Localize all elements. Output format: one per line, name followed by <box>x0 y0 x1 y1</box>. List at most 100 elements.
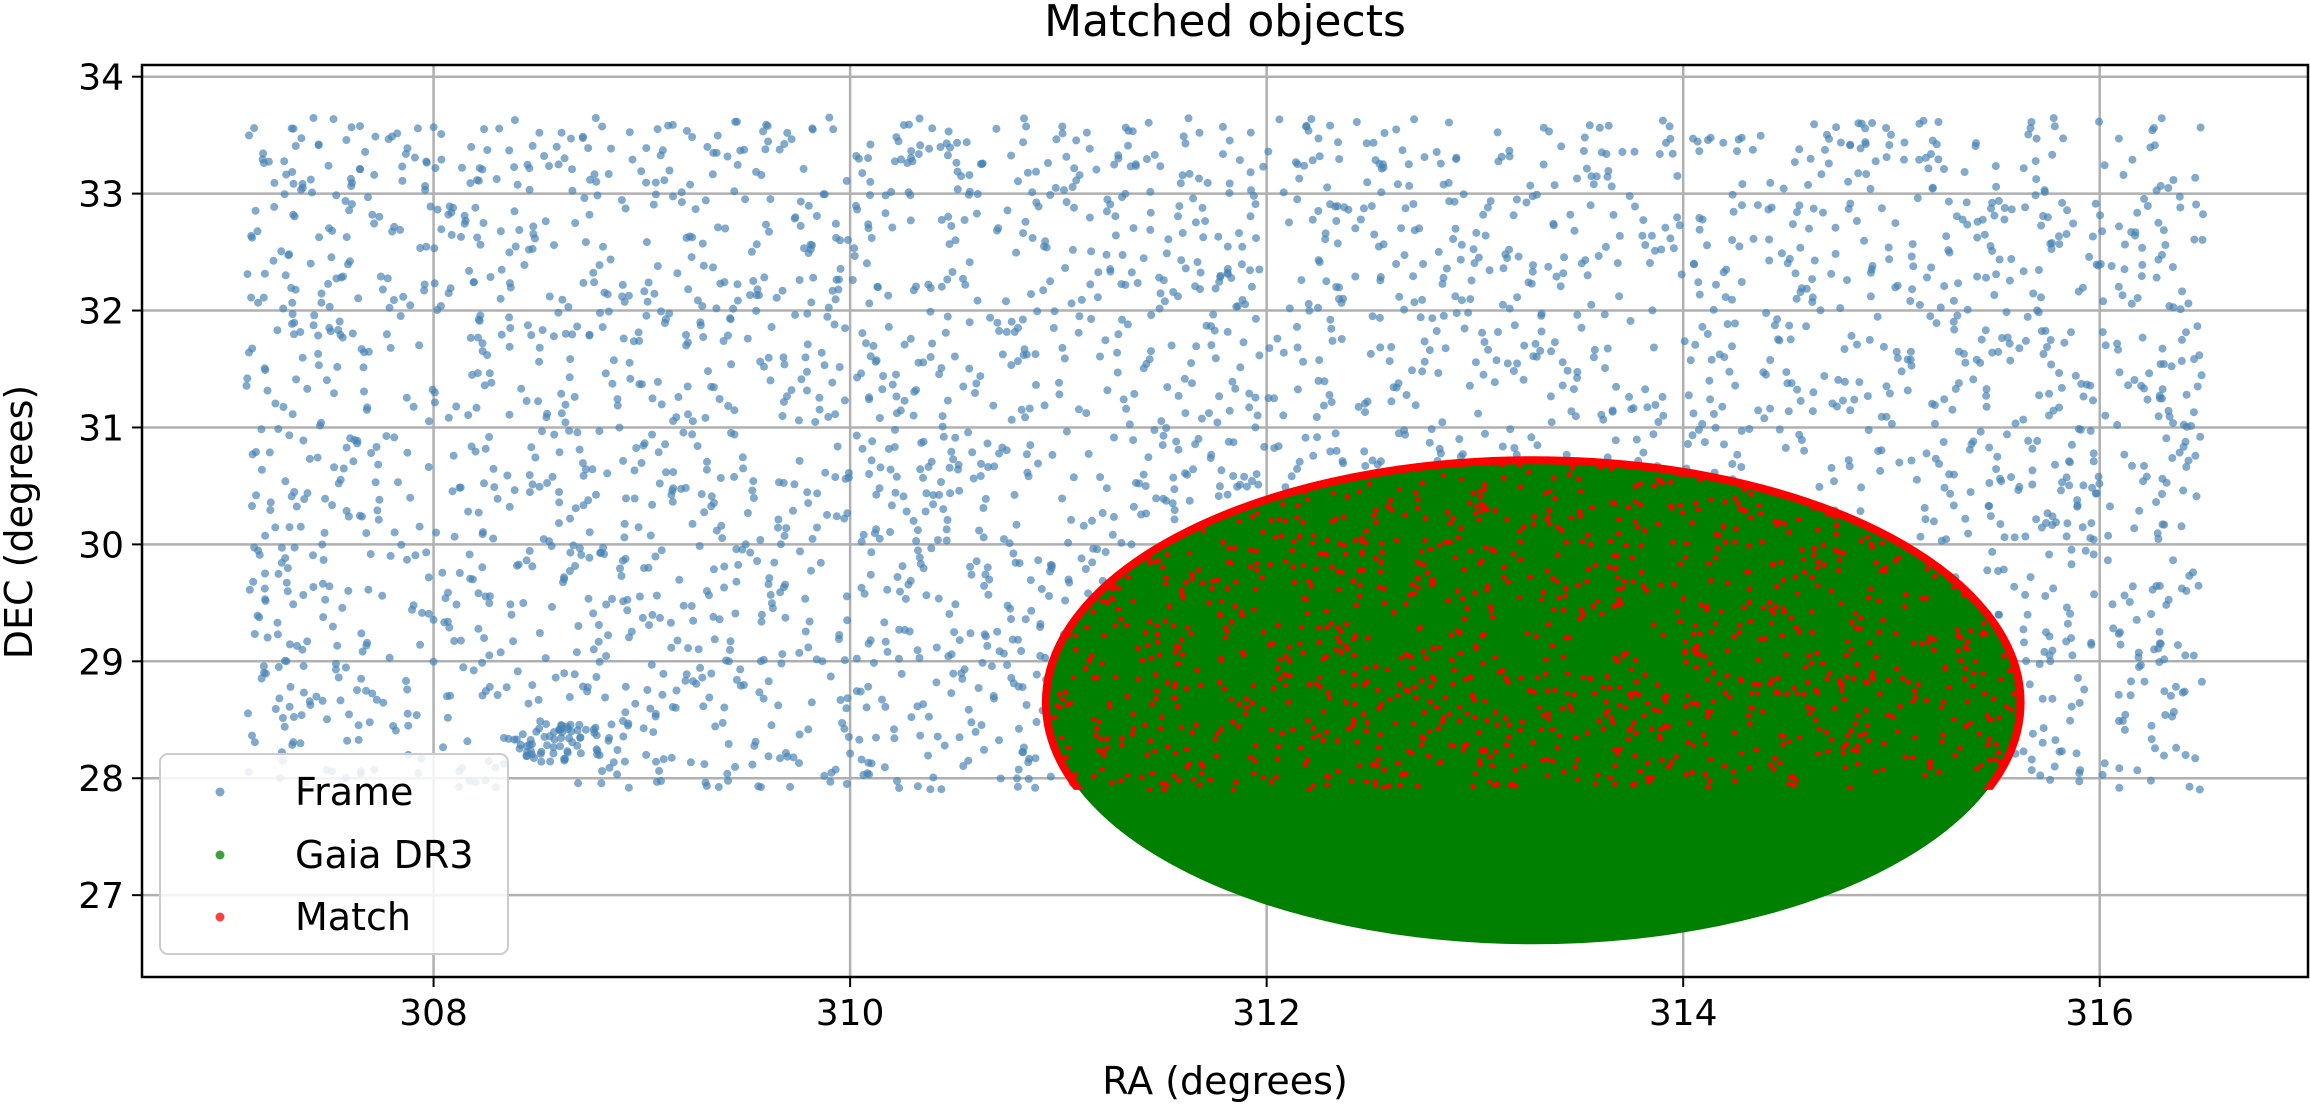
frame-point <box>429 657 438 666</box>
frame-point <box>862 339 870 348</box>
match-point <box>1228 696 1234 703</box>
frame-point <box>443 617 452 626</box>
frame-point <box>811 418 820 426</box>
frame-point <box>322 376 331 385</box>
frame-point <box>2130 376 2139 384</box>
frame-point <box>901 594 910 603</box>
match-point <box>1363 728 1369 734</box>
match-point <box>1748 705 1754 711</box>
frame-point <box>496 294 505 303</box>
frame-point <box>523 321 532 330</box>
match-point <box>1337 639 1343 645</box>
frame-point <box>2147 610 2156 618</box>
frame-point <box>278 714 287 722</box>
frame-point <box>2194 581 2203 590</box>
frame-point <box>972 379 981 388</box>
frame-point <box>1646 259 1654 267</box>
frame-point <box>1795 201 1804 210</box>
frame-point <box>2058 198 2067 207</box>
frame-point <box>555 448 564 457</box>
match-point <box>1545 514 1551 520</box>
frame-point <box>1352 118 1361 126</box>
match-point <box>2011 691 2017 697</box>
frame-point <box>2075 698 2084 707</box>
match-point <box>1441 472 1447 478</box>
frame-point <box>1582 164 1591 173</box>
frame-point <box>821 468 830 477</box>
match-point <box>1753 747 1760 753</box>
match-point <box>1374 763 1380 769</box>
frame-point <box>1936 303 1945 312</box>
frame-point <box>1380 129 1389 137</box>
frame-point <box>924 751 933 760</box>
frame-point <box>560 669 569 678</box>
match-point <box>1313 681 1319 687</box>
frame-point <box>505 410 514 419</box>
match-point <box>1588 541 1594 548</box>
legend-label-gaia: Gaia DR3 <box>295 833 474 877</box>
frame-point <box>318 696 327 705</box>
frame-point <box>617 572 626 580</box>
frame-point <box>459 663 468 672</box>
frame-point <box>961 280 970 289</box>
frame-point <box>764 752 773 761</box>
frame-point <box>474 624 483 633</box>
frame-point <box>730 406 739 415</box>
frame-point <box>1954 347 1963 356</box>
match-point <box>1598 464 1604 470</box>
frame-point <box>357 345 366 354</box>
match-point <box>1540 589 1547 596</box>
frame-point <box>568 165 576 174</box>
match-point <box>1746 543 1752 549</box>
match-point <box>1683 659 1689 665</box>
frame-point <box>681 676 690 685</box>
frame-point <box>2031 191 2040 200</box>
frame-point <box>1531 339 1540 348</box>
frame-point <box>1988 348 1997 357</box>
match-point <box>1217 679 1223 686</box>
match-point <box>1940 732 1946 738</box>
match-point <box>1815 559 1822 565</box>
match-point <box>1352 632 1358 639</box>
frame-point <box>449 451 458 460</box>
frame-point <box>2071 371 2080 380</box>
match-point <box>1677 561 1683 567</box>
match-point <box>2008 707 2014 713</box>
frame-point <box>591 114 600 122</box>
frame-point <box>1862 170 1871 179</box>
frame-point <box>1995 255 2004 264</box>
frame-point <box>552 142 561 151</box>
frame-point <box>2088 483 2097 492</box>
match-point <box>1495 781 1501 787</box>
frame-point <box>1070 164 1079 173</box>
match-point <box>2004 704 2010 710</box>
frame-point <box>2138 333 2147 342</box>
match-point <box>1612 746 1618 753</box>
match-point <box>1091 773 1097 779</box>
match-point <box>1477 488 1483 495</box>
frame-point <box>1082 409 1091 418</box>
match-point <box>1923 595 1930 601</box>
frame-point <box>253 611 262 620</box>
frame-point <box>277 558 286 567</box>
frame-point <box>734 560 743 569</box>
frame-point <box>2078 283 2087 292</box>
frame-point <box>334 326 343 334</box>
frame-point <box>783 128 792 137</box>
frame-point <box>1335 283 1344 292</box>
frame-point <box>804 201 813 210</box>
frame-point <box>1604 167 1613 175</box>
frame-point <box>647 660 656 669</box>
frame-point <box>1773 315 1782 324</box>
frame-point <box>510 207 519 216</box>
frame-point <box>429 615 438 624</box>
match-point <box>1815 751 1821 757</box>
match-point <box>1289 547 1295 554</box>
match-point <box>1810 505 1817 511</box>
frame-point <box>2002 308 2011 317</box>
frame-point <box>368 210 377 219</box>
match-point <box>1436 725 1442 732</box>
frame-point <box>448 487 457 496</box>
frame-point <box>506 283 515 292</box>
frame-point <box>809 273 818 282</box>
